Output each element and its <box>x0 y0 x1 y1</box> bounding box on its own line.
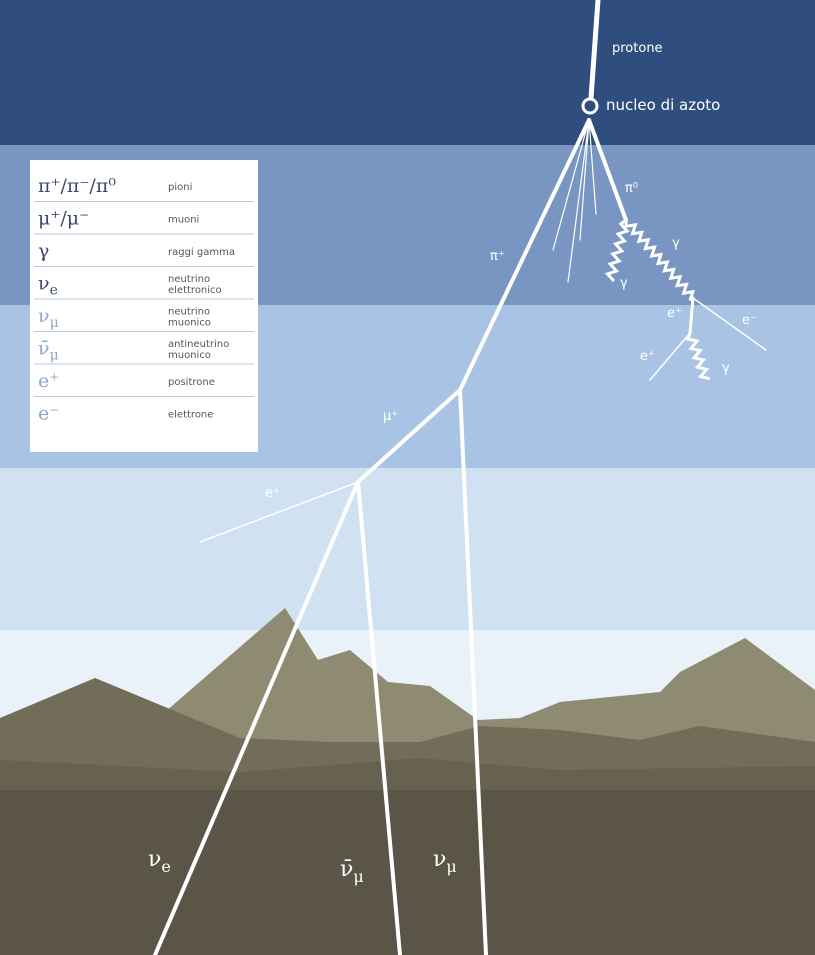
legend-symbol-base: ν̄ <box>38 338 50 360</box>
legend-desc: elettronico <box>168 285 222 296</box>
label-sub: e <box>161 857 170 876</box>
thin-track <box>588 119 597 215</box>
label: e⁻ <box>742 313 757 328</box>
legend-desc: neutrino <box>168 274 210 285</box>
legend-symbol-sub: μ <box>50 315 59 331</box>
legend-symbol-base: γ <box>38 240 49 262</box>
legend-symbol: ν̄μ <box>38 338 59 364</box>
label: νe <box>148 847 171 876</box>
label: nucleo di azoto <box>606 96 720 114</box>
pion-track <box>458 118 591 392</box>
nucleus-marker <box>581 97 599 115</box>
label-sub: μ <box>353 867 363 886</box>
gamma-track <box>624 219 695 302</box>
gamma-track <box>604 218 630 283</box>
positron-track <box>688 296 695 335</box>
label: π⁰ <box>625 181 638 196</box>
electron-track <box>692 297 767 351</box>
legend-symbol: μ⁺/μ⁻ <box>38 208 89 230</box>
label: π⁺ <box>490 249 505 264</box>
mountain <box>0 758 815 800</box>
legend-symbol-base: e⁻ <box>38 403 59 425</box>
label: e⁺ <box>667 306 682 321</box>
sky-band <box>0 0 815 145</box>
legend-desc: positrone <box>168 377 215 388</box>
label: e⁺ <box>265 486 280 501</box>
numu-track <box>458 388 488 955</box>
legend-desc: pioni <box>168 182 192 193</box>
legend-desc: muonico <box>168 318 211 329</box>
tracks <box>153 0 767 955</box>
legend-symbol-sub: μ <box>50 348 59 364</box>
legend-symbol-sub: e <box>50 283 58 299</box>
label: protone <box>612 41 663 56</box>
label: γ <box>672 236 680 251</box>
proton-track <box>588 0 601 101</box>
label-sub: μ <box>446 857 456 876</box>
label: ν̄μ <box>340 857 364 886</box>
legend-desc: raggi gamma <box>168 247 235 258</box>
legend-symbol: νμ <box>38 305 59 331</box>
legend-symbol-base: ν <box>38 273 50 295</box>
label: μ⁺ <box>383 409 398 424</box>
numubar-track <box>356 480 402 955</box>
thin-track <box>579 119 590 241</box>
nue-track <box>153 480 360 955</box>
label: e⁺ <box>640 349 655 364</box>
legend-symbol-base: ν <box>38 305 50 327</box>
positron-track <box>199 481 359 543</box>
legend-symbol: e⁺ <box>38 370 59 392</box>
legend-desc: elettrone <box>168 410 213 421</box>
label-base: ν <box>433 847 446 872</box>
legend-symbol-base: π⁺/π⁻/π⁰ <box>38 175 116 197</box>
legend-symbol: π⁺/π⁻/π⁰ <box>38 175 116 197</box>
positron-track <box>649 332 691 381</box>
thin-track <box>552 119 590 251</box>
sky-band <box>0 468 815 630</box>
legend-symbol-base: μ⁺/μ⁻ <box>38 208 89 230</box>
muon-track <box>356 388 462 484</box>
legend-symbol: γ <box>38 240 49 262</box>
legend-desc: muonico <box>168 350 211 361</box>
label-base: ν̄ <box>340 857 353 882</box>
legend-symbol: νe <box>38 273 58 299</box>
legend-desc: muoni <box>168 215 199 226</box>
label-base: ν <box>148 847 161 872</box>
label: γ <box>620 276 628 291</box>
label: νμ <box>433 847 457 876</box>
legend-box <box>30 160 258 452</box>
legend-desc: antineutrino <box>168 339 229 350</box>
legend-symbol-base: e⁺ <box>38 370 59 392</box>
thin-track <box>567 119 590 283</box>
legend-symbol: e⁻ <box>38 403 59 425</box>
gamma-track <box>685 332 711 381</box>
ground <box>0 790 815 955</box>
pi0-track <box>587 118 628 222</box>
label: γ <box>722 361 730 376</box>
legend-desc: neutrino <box>168 307 210 318</box>
